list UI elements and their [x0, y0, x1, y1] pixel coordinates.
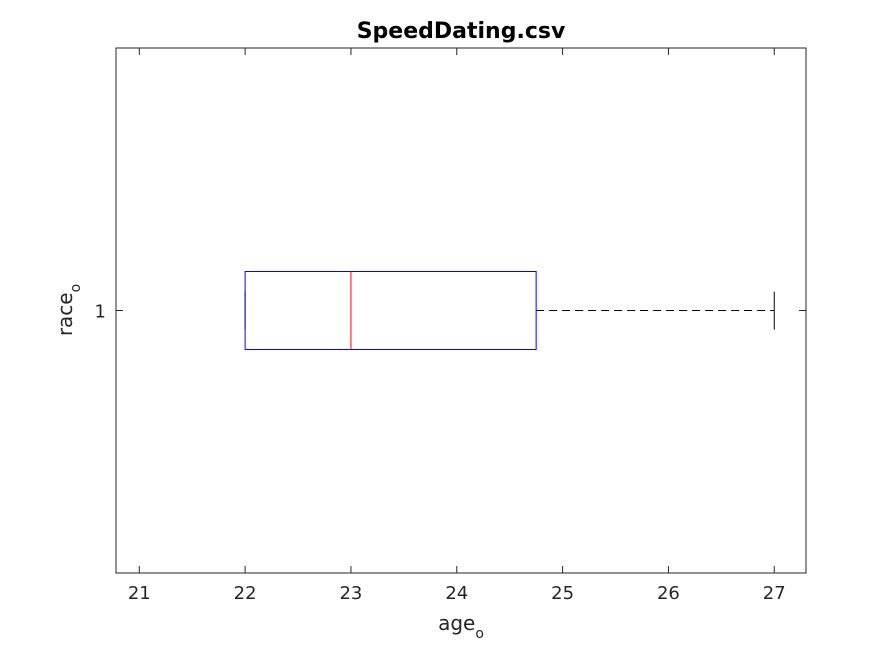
x-axis: 21 22 23 24 25 26 27 — [128, 48, 786, 604]
y-axis-label-subscript: o — [68, 284, 84, 293]
y-axis-label: raceo — [53, 284, 84, 336]
x-tick-label: 23 — [339, 583, 362, 604]
chart-title: SpeedDating.csv — [357, 19, 566, 44]
x-axis-label-base: age — [438, 611, 475, 635]
box-series — [244, 271, 775, 350]
x-axis-label-subscript: o — [475, 626, 484, 642]
plot-area — [115, 47, 807, 574]
x-tick-label: 26 — [657, 583, 680, 604]
y-axis: 1 — [95, 302, 806, 323]
x-tick-label: 21 — [128, 583, 151, 604]
x-tick-label: 27 — [763, 583, 786, 604]
y-tick-label: 1 — [95, 302, 106, 323]
box-iqr — [244, 271, 537, 350]
x-axis-label: ageo — [438, 611, 484, 642]
x-tick-label: 22 — [234, 583, 257, 604]
x-tick-label: 25 — [551, 583, 574, 604]
x-tick-label: 24 — [445, 583, 468, 604]
y-axis-label-base: race — [53, 292, 77, 336]
